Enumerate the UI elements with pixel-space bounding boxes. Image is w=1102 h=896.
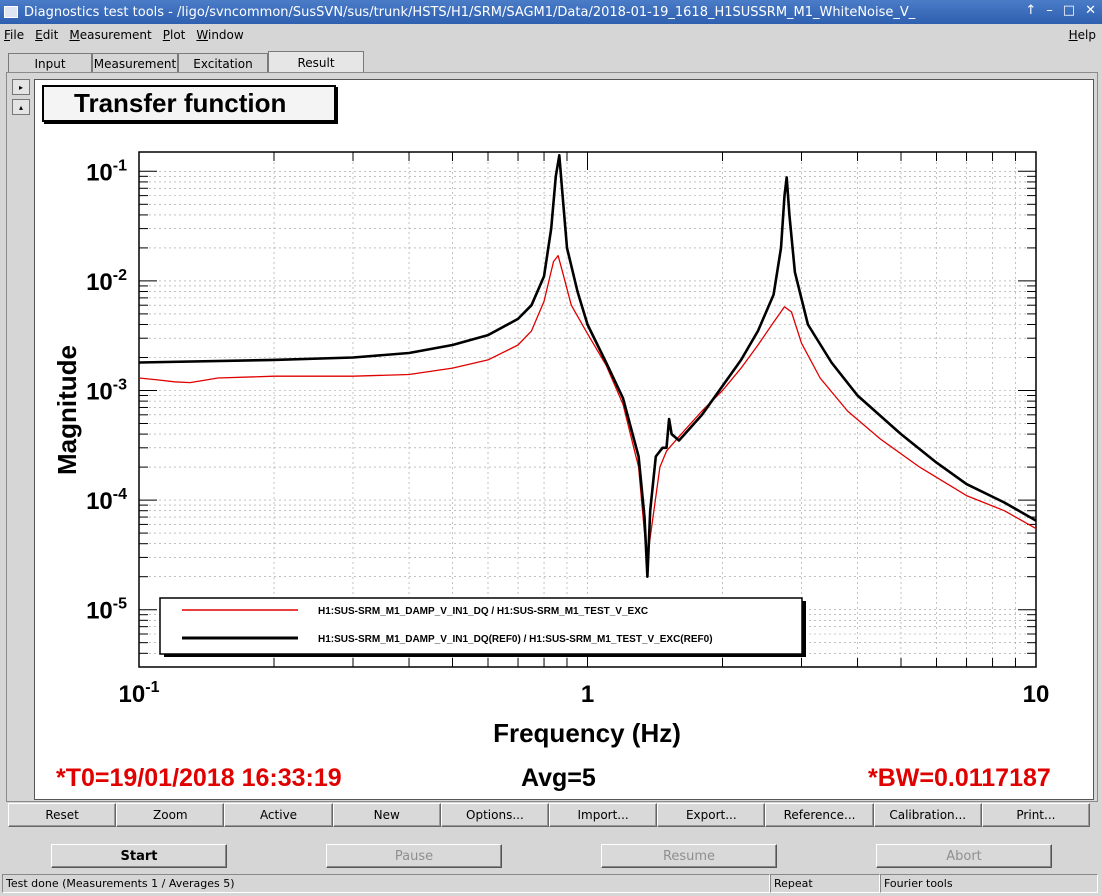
legend-box: [159, 597, 803, 655]
print-button[interactable]: Print...: [981, 803, 1091, 827]
active-button[interactable]: Active: [224, 803, 333, 827]
menu-file[interactable]: File: [4, 28, 25, 42]
status-message: Test done (Measurements 1 / Averages 5): [2, 874, 770, 893]
triangle-right-icon: ▸: [18, 82, 23, 92]
maximize-window-icon[interactable]: □: [1062, 3, 1076, 18]
legend-entry-reference: H1:SUS-SRM_M1_DAMP_V_IN1_DQ(REF0) / H1:S…: [318, 634, 713, 645]
abort-button[interactable]: Abort: [876, 844, 1052, 868]
close-window-icon[interactable]: ✕: [1085, 3, 1096, 18]
t0-readout: *T0=19/01/2018 16:33:19: [56, 764, 342, 792]
tab-excitation[interactable]: Excitation: [178, 53, 268, 73]
status-bar: Test done (Measurements 1 / Averages 5) …: [2, 874, 1100, 894]
raise-window-icon[interactable]: ↑: [1025, 3, 1037, 18]
x-tick-label: 1: [581, 681, 594, 708]
x-axis-label: Frequency (Hz): [493, 718, 681, 748]
app-icon: [4, 6, 18, 18]
import-button[interactable]: Import...: [549, 803, 658, 827]
tab-bar: Input Measurement Excitation Result: [8, 51, 364, 73]
reference-button[interactable]: Reference...: [765, 803, 874, 827]
y-tick-label: 10-1: [86, 157, 127, 186]
calibration-button[interactable]: Calibration...: [873, 803, 982, 827]
tick-layer: [138, 152, 1037, 668]
window-controls: ↑ – □ ✕: [1025, 3, 1096, 18]
legend[interactable]: H1:SUS-SRM_M1_DAMP_V_IN1_DQ / H1:SUS-SRM…: [159, 597, 806, 657]
series-layer: [138, 154, 1037, 579]
window-title: Diagnostics test tools - /ligo/svncommon…: [24, 4, 916, 20]
legend-entry-current: H1:SUS-SRM_M1_DAMP_V_IN1_DQ / H1:SUS-SRM…: [318, 606, 648, 617]
zoom-button[interactable]: Zoom: [116, 803, 225, 827]
menu-help[interactable]: Help: [1068, 28, 1096, 42]
collapse-panel-button[interactable]: ▴: [12, 99, 30, 115]
x-tick-label: 10-1: [119, 679, 160, 708]
reset-button[interactable]: Reset: [8, 803, 117, 827]
plot-toolbar: Reset Zoom Active New Options... Import.…: [8, 803, 1091, 827]
y-tick-label: 10-5: [86, 596, 127, 625]
averages-readout: Avg=5: [521, 764, 596, 792]
options-button[interactable]: Options...: [440, 803, 550, 827]
export-button[interactable]: Export...: [657, 803, 766, 827]
menu-plot[interactable]: Plot: [162, 28, 186, 42]
x-tick-label: 10: [1023, 681, 1050, 708]
triangle-up-icon: ▴: [18, 102, 23, 112]
menu-edit[interactable]: Edit: [35, 28, 59, 42]
start-button[interactable]: Start: [51, 844, 227, 868]
menu-window[interactable]: Window: [196, 28, 244, 42]
result-panel: [6, 72, 1098, 802]
plot-title: Transfer function: [42, 85, 336, 122]
tab-input[interactable]: Input: [8, 53, 92, 73]
y-tick-label: 10-2: [86, 267, 127, 296]
y-tick-label: 10-4: [86, 486, 127, 515]
tab-result[interactable]: Result: [268, 51, 364, 73]
grid-layer: [138, 152, 1036, 668]
tab-measurement[interactable]: Measurement: [92, 53, 178, 73]
series-line-reference: [138, 154, 1037, 579]
menu-bar: File Edit Measurement Plot Window Help: [0, 24, 1102, 46]
new-button[interactable]: New: [332, 803, 441, 827]
expand-panel-button[interactable]: ▸: [12, 79, 30, 95]
y-axis-label: Magnitude: [52, 345, 82, 475]
status-repeat: Repeat: [770, 874, 880, 893]
plot-frame: [138, 151, 1037, 668]
y-tick-label: 10-3: [86, 376, 127, 405]
bandwidth-readout: *BW=0.0117187: [868, 764, 1051, 792]
menu-measurement[interactable]: Measurement: [69, 28, 152, 42]
status-tools: Fourier tools: [880, 874, 1098, 893]
pause-button[interactable]: Pause: [326, 844, 502, 868]
minimize-window-icon[interactable]: –: [1046, 3, 1053, 18]
window-titlebar[interactable]: Diagnostics test tools - /ligo/svncommon…: [0, 0, 1102, 24]
resume-button[interactable]: Resume: [601, 844, 777, 868]
